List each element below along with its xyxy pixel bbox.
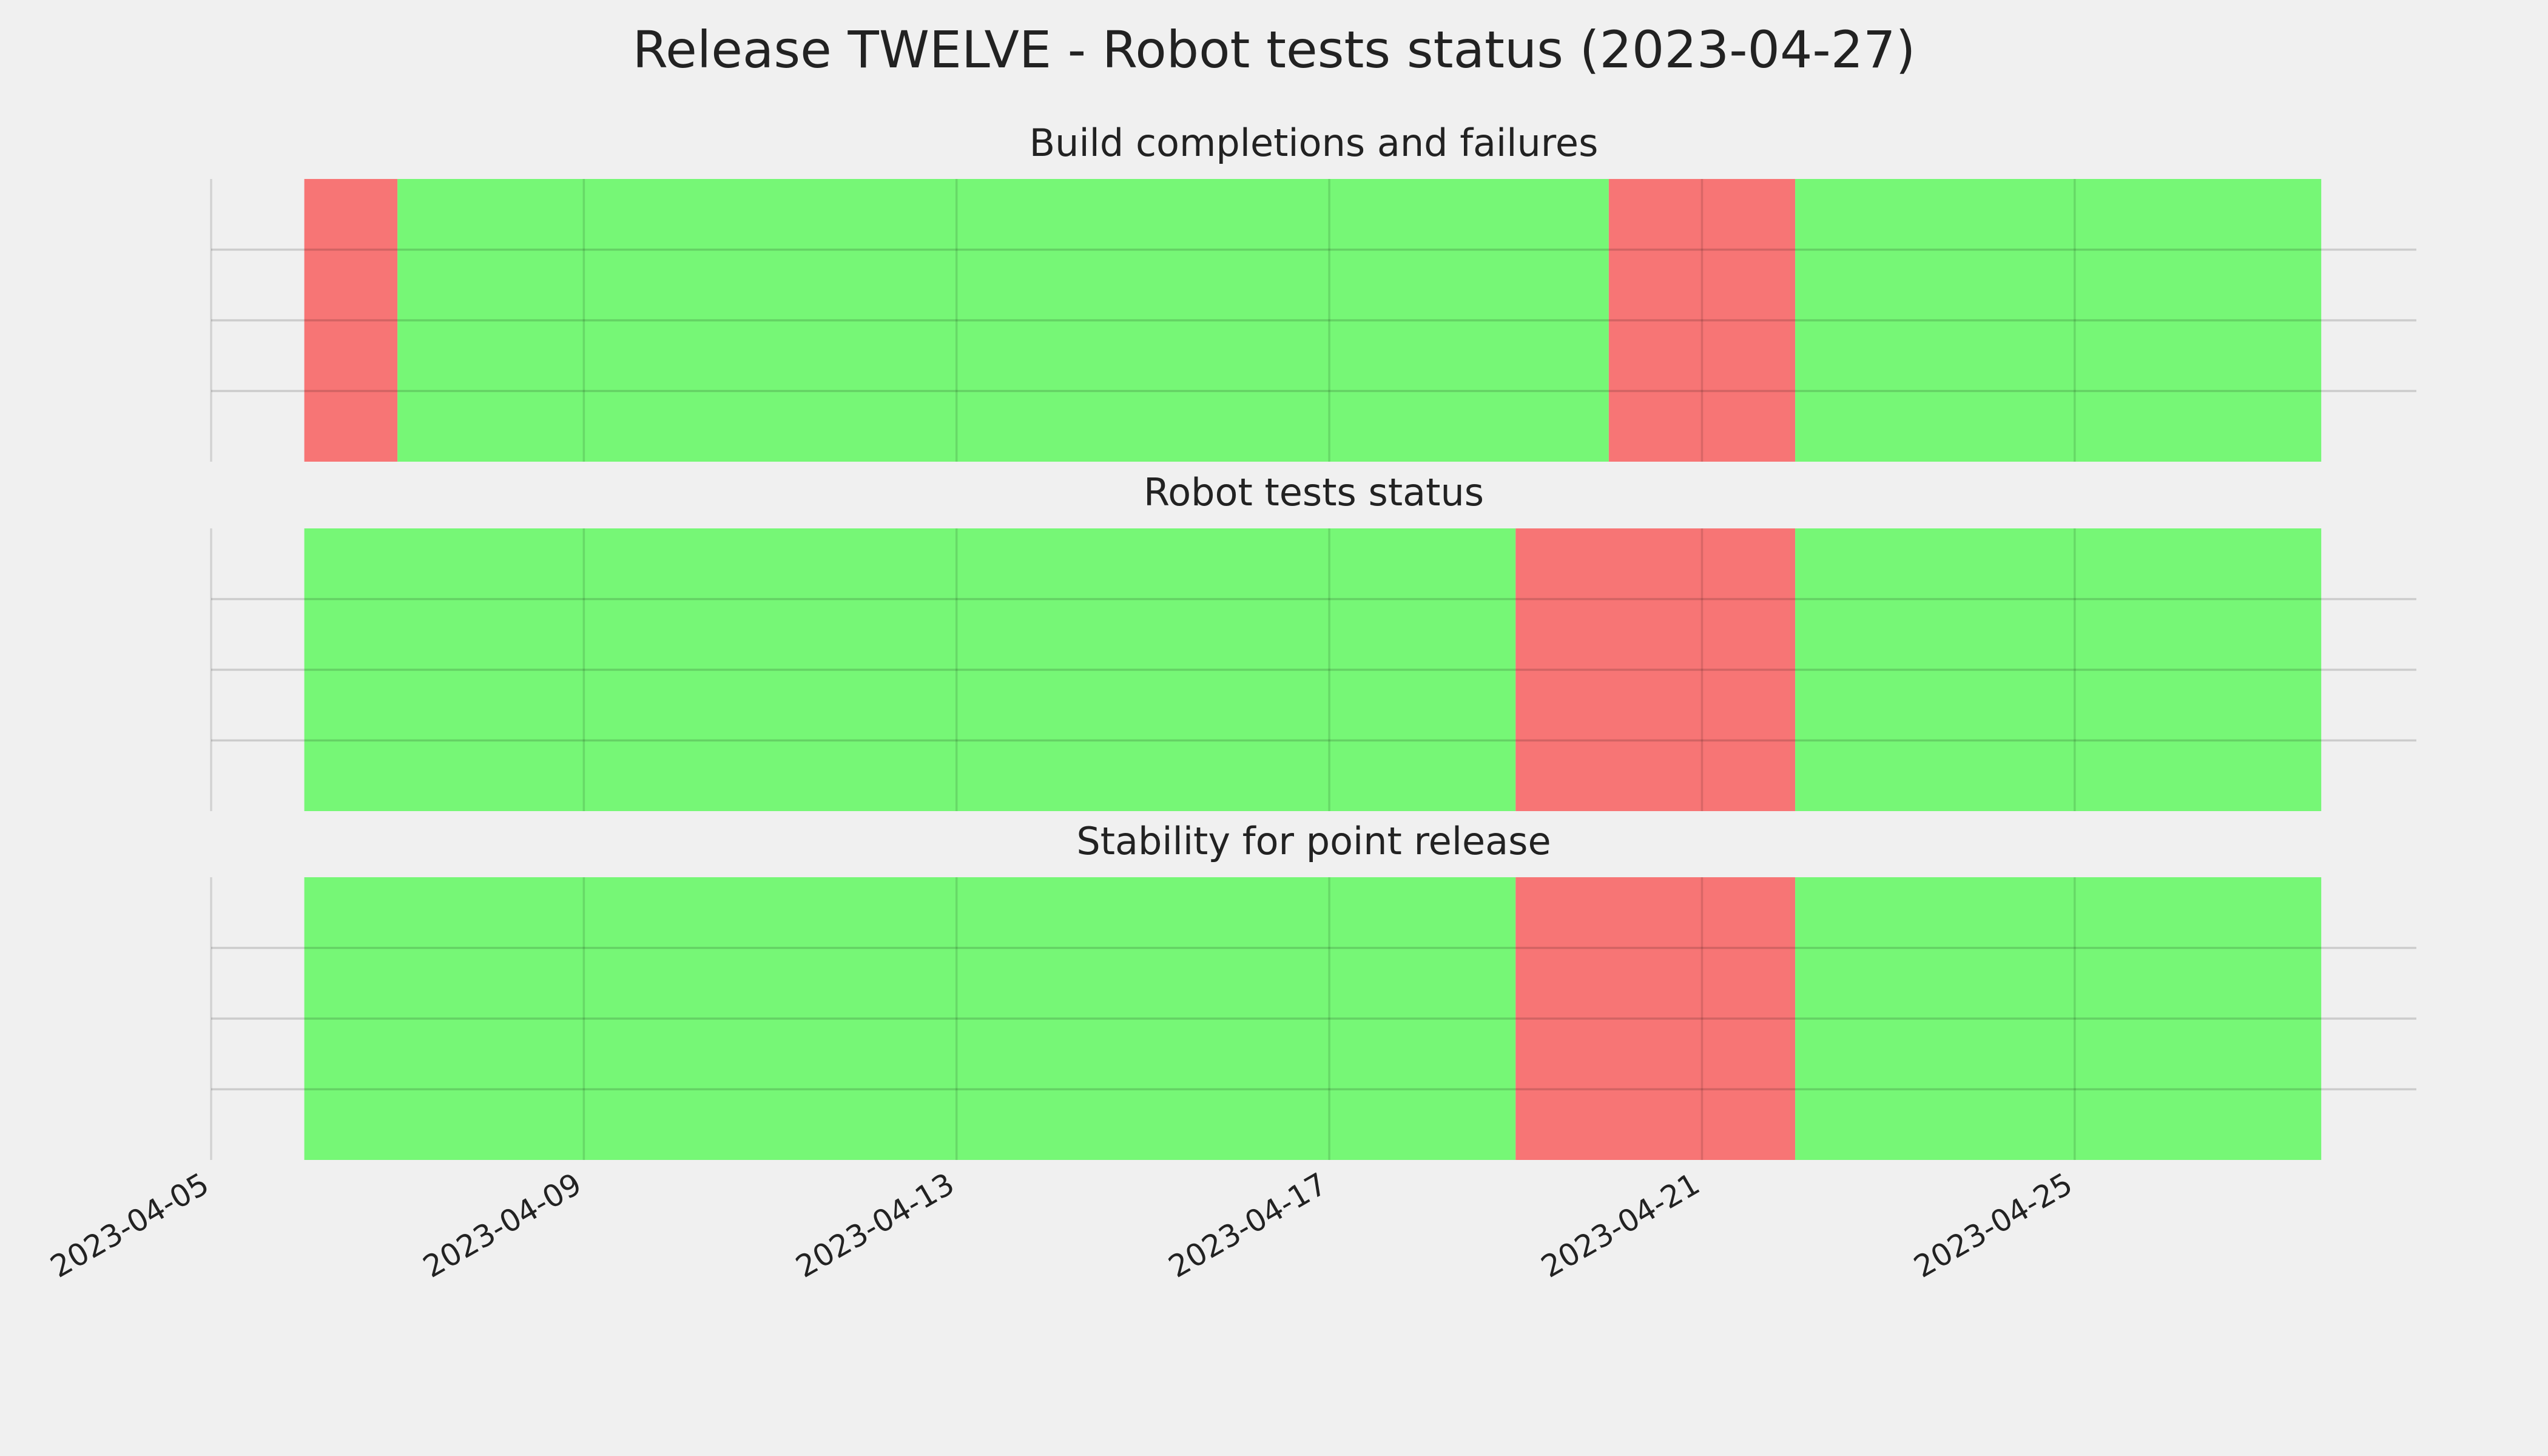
status-span [304,179,398,462]
subplot-title: Stability for point release [1076,819,1551,863]
status-span [1795,179,2322,462]
status-span [304,528,1516,811]
status-span [1515,877,1796,1160]
subplot-title: Robot tests status [1144,470,1484,514]
figure-title: Release TWELVE - Robot tests status (202… [633,20,1916,79]
status-span [1515,528,1796,811]
status-span [1795,877,2322,1160]
status-span [1608,179,1796,462]
subplot-title: Build completions and failures [1030,121,1599,165]
status-span [1795,528,2322,811]
status-span [397,179,1609,462]
status-span [304,877,1516,1160]
